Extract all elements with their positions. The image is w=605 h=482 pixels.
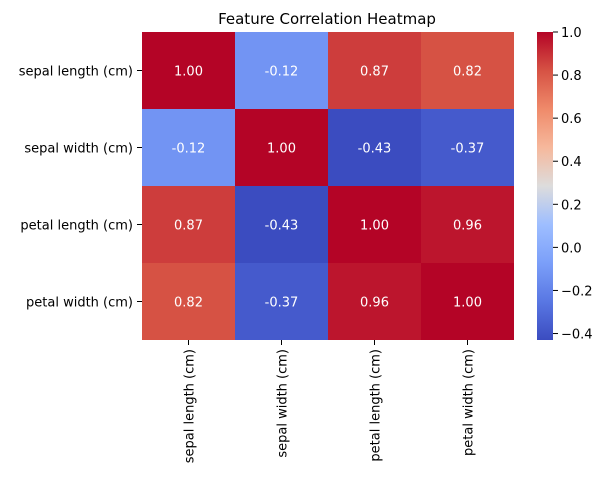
heatmap-cell bbox=[421, 32, 514, 109]
cell-value-label: 1.00 bbox=[360, 219, 389, 234]
heatmap-cell bbox=[142, 32, 235, 109]
heatmap-cell bbox=[421, 109, 514, 186]
heatmap-cells: 1.00 -0.12 0.87 0.82 -0.12 1.00 -0.43 -0.37 0.87… bbox=[142, 32, 514, 340]
row-tick-label: petal length (cm) bbox=[20, 219, 133, 234]
colorbar-tick-label: 1.0 bbox=[561, 26, 582, 41]
cell-value-label: 0.82 bbox=[174, 296, 203, 311]
cell-value-label: -0.12 bbox=[265, 65, 299, 80]
heatmap-cell bbox=[142, 186, 235, 263]
chart-title: Feature Correlation Heatmap bbox=[218, 10, 436, 28]
heatmap-cell bbox=[235, 32, 328, 109]
cell-value-label: -0.37 bbox=[265, 296, 299, 311]
colorbar-tick-label: 0.6 bbox=[561, 112, 582, 127]
heatmap-cell bbox=[235, 263, 328, 340]
cell-value-label: 1.00 bbox=[267, 142, 296, 157]
heatmap-cell bbox=[328, 109, 421, 186]
column-tick-label: petal length (cm) bbox=[369, 349, 384, 462]
heatmap-cell bbox=[328, 32, 421, 109]
heatmap-cell bbox=[235, 109, 328, 186]
cell-value-label: -0.43 bbox=[358, 142, 392, 157]
heatmap-cell bbox=[328, 186, 421, 263]
cell-value-label: -0.37 bbox=[451, 142, 485, 157]
cell-value-label: 0.87 bbox=[360, 65, 389, 80]
row-labels: sepal length (cm) sepal width (cm) petal l… bbox=[19, 65, 142, 311]
row-tick-label: petal width (cm) bbox=[26, 296, 133, 311]
row-tick-label: sepal width (cm) bbox=[24, 142, 133, 157]
heatmap-cell bbox=[421, 263, 514, 340]
heatmap-cell bbox=[235, 186, 328, 263]
cell-value-label: 0.87 bbox=[174, 219, 203, 234]
heatmap-cell bbox=[142, 109, 235, 186]
cell-value-label: 1.00 bbox=[453, 296, 482, 311]
column-tick-label: sepal width (cm) bbox=[276, 349, 291, 458]
column-tick-label: petal width (cm) bbox=[462, 349, 477, 456]
colorbar-tick-label: −0.2 bbox=[561, 284, 593, 299]
cell-value-label: 0.96 bbox=[360, 296, 389, 311]
colorbar-tick-label: 0.4 bbox=[561, 155, 582, 170]
colorbar-tick-label: 0.0 bbox=[561, 241, 582, 256]
column-tick-label: sepal length (cm) bbox=[183, 349, 198, 463]
cell-value-label: 1.00 bbox=[174, 65, 203, 80]
cell-value-label: 0.96 bbox=[453, 219, 482, 234]
colorbar-tick-label: −0.4 bbox=[561, 328, 593, 343]
colorbar-tick-label: 0.8 bbox=[561, 69, 582, 84]
cell-value-label: -0.12 bbox=[172, 142, 206, 157]
colorbar-gradient bbox=[537, 32, 553, 340]
cell-value-label: -0.43 bbox=[265, 219, 299, 234]
colorbar-tick-label: 0.2 bbox=[561, 198, 582, 213]
heatmap-cell bbox=[421, 186, 514, 263]
cell-value-label: 0.82 bbox=[453, 65, 482, 80]
row-tick-label: sepal length (cm) bbox=[19, 65, 133, 80]
heatmap-cell bbox=[328, 263, 421, 340]
heatmap-cell bbox=[142, 263, 235, 340]
colorbar: 1.0 0.8 0.6 0.4 0.2 0.0 −0.2 −0.4 bbox=[537, 26, 593, 343]
column-labels: sepal length (cm) sepal width (cm) petal l… bbox=[183, 340, 477, 463]
